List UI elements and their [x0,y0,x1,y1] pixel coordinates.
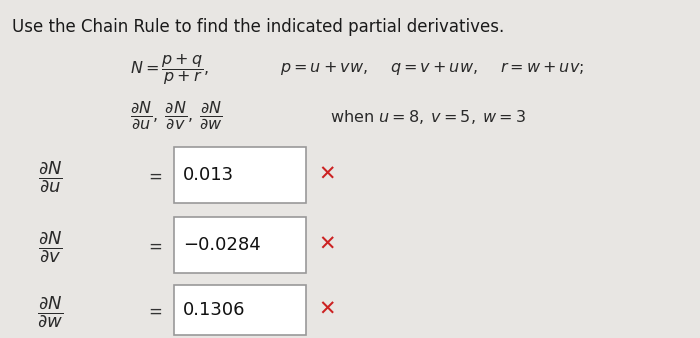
Text: 0.013: 0.013 [183,166,234,184]
Text: $N = \dfrac{p + q}{p + r},$: $N = \dfrac{p + q}{p + r},$ [130,52,209,87]
Text: =: = [148,303,162,321]
Text: $\dfrac{\partial N}{\partial w}$: $\dfrac{\partial N}{\partial w}$ [37,294,63,330]
Text: $q = v + uw,$: $q = v + uw,$ [390,60,477,77]
Text: =: = [148,168,162,186]
Text: ✕: ✕ [318,165,336,185]
Text: $\dfrac{\partial N}{\partial u},\; \dfrac{\partial N}{\partial v},\; \dfrac{\par: $\dfrac{\partial N}{\partial u},\; \dfra… [130,100,223,132]
Text: −0.0284: −0.0284 [183,236,260,254]
Text: $\dfrac{\partial N}{\partial v}$: $\dfrac{\partial N}{\partial v}$ [38,230,62,264]
Text: $r = w + uv;$: $r = w + uv;$ [500,60,584,76]
Text: =: = [148,238,162,256]
FancyBboxPatch shape [174,285,306,335]
FancyBboxPatch shape [174,147,306,203]
Text: 0.1306: 0.1306 [183,301,246,319]
Text: $p = u + vw,$: $p = u + vw,$ [280,60,368,77]
Text: $\dfrac{\partial N}{\partial u}$: $\dfrac{\partial N}{\partial u}$ [38,160,62,194]
Text: when $u = 8,\; v = 5,\; w = 3$: when $u = 8,\; v = 5,\; w = 3$ [330,108,526,126]
Text: ✕: ✕ [318,235,336,255]
Text: ✕: ✕ [318,300,336,320]
FancyBboxPatch shape [174,217,306,273]
Text: Use the Chain Rule to find the indicated partial derivatives.: Use the Chain Rule to find the indicated… [12,18,504,36]
